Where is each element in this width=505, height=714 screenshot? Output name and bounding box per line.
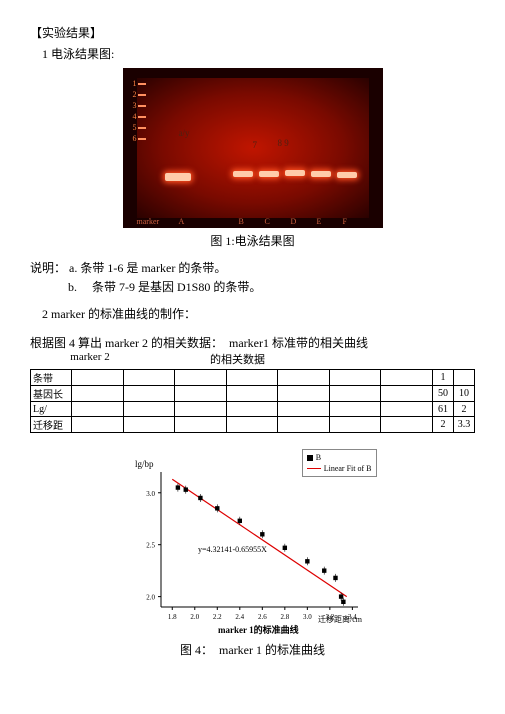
chart-legend: B Linear Fit of B: [302, 449, 377, 477]
legend-fit: Linear Fit of B: [324, 463, 372, 474]
cell: 10: [454, 386, 475, 402]
svg-text:2.0: 2.0: [146, 594, 155, 602]
annot-7: 7: [253, 140, 258, 150]
section-header: 【实验结果】: [30, 24, 475, 41]
item-1: 1 电泳结果图:: [42, 45, 475, 62]
note-a: a. 条带 1-6 是 marker 的条带。: [69, 261, 226, 275]
band-c: [233, 171, 253, 177]
band-a: [165, 173, 191, 181]
cell: 3.3: [454, 417, 475, 433]
lane-b: B: [239, 217, 244, 226]
svg-text:2.2: 2.2: [212, 613, 221, 621]
svg-text:2.5: 2.5: [146, 542, 155, 550]
svg-text:2.4: 2.4: [235, 613, 244, 621]
cell: 61: [433, 402, 454, 417]
legend-b: B: [316, 452, 321, 463]
table-row: 条带 1: [31, 370, 475, 386]
row-label-1: 条带: [31, 370, 72, 386]
th-data: 的相关数据: [210, 351, 265, 367]
svg-text:2.0: 2.0: [190, 613, 199, 621]
legend-marker-icon: [307, 455, 313, 461]
ladder-2: 2: [133, 91, 146, 99]
x-axis-label: 迁移距离/cm: [318, 614, 363, 624]
band-e: [285, 170, 305, 176]
fig4-caption: 图 4： marker 1 的标准曲线: [30, 641, 475, 658]
svg-text:3.0: 3.0: [302, 613, 311, 621]
lane-d: D: [291, 217, 297, 226]
table-intro: 根据图 4 算出 marker 2 的相关数据： marker1 标准带的相关曲…: [30, 334, 475, 351]
table-row: Lg/ 61 2: [31, 402, 475, 417]
table-subheader: marker 2 的相关数据: [30, 351, 475, 367]
svg-text:1.8: 1.8: [167, 613, 176, 621]
svg-text:2.6: 2.6: [257, 613, 266, 621]
standard-curve-chart: B Linear Fit of B lg/bp 1.8 2.0 2.2 2.4 2.6 2…: [123, 447, 383, 637]
svg-text:2.8: 2.8: [280, 613, 289, 621]
table-row: 迁移距 2 3.3: [31, 417, 475, 433]
th-marker2: marker 2: [30, 351, 150, 367]
cell: 2: [433, 417, 454, 433]
fig1-caption: 图 1:电泳结果图: [30, 232, 475, 249]
legend-line-icon: [307, 468, 321, 469]
lane-marker: marker: [137, 217, 160, 226]
svg-text:3.0: 3.0: [146, 490, 155, 498]
cell: [454, 370, 475, 386]
ladder-1: 1: [133, 80, 146, 88]
band-f: [311, 171, 331, 177]
notes-intro: 说明：: [30, 261, 66, 275]
data-table: 条带 1 基因长 50 10 Lg/ 61 2 迁移距 2 3.3: [30, 369, 475, 433]
lane-e: E: [317, 217, 322, 226]
item-2: 2 marker 的标准曲线的制作：: [42, 305, 475, 322]
cell: 1: [433, 370, 454, 386]
row-label-4: 迁移距: [31, 417, 72, 433]
band-g: [337, 172, 357, 178]
ladder-labels: 1 2 3 4 5 6: [133, 80, 146, 143]
row-label-3: Lg/: [31, 402, 72, 417]
equation-text: y=4.32141-0.65955X: [198, 545, 267, 554]
ladder-5: 5: [133, 124, 146, 132]
lane-a: A: [179, 217, 185, 226]
lane-c: C: [265, 217, 270, 226]
notes-block: 说明： a. 条带 1-6 是 marker 的条带。 b. 条带 7-9 是基…: [30, 259, 475, 295]
cell: 50: [433, 386, 454, 402]
chart-title: marker 1的标准曲线: [218, 624, 299, 635]
y-axis-label: lg/bp: [135, 459, 154, 469]
table-row: 基因长 50 10: [31, 386, 475, 402]
annot-89: 8 9: [278, 138, 289, 148]
annot-a: a/y: [179, 128, 190, 138]
lane-f: F: [343, 217, 347, 226]
ladder-4: 4: [133, 113, 146, 121]
cell: 2: [454, 402, 475, 417]
row-label-2: 基因长: [31, 386, 72, 402]
band-d: [259, 171, 279, 177]
ladder-3: 3: [133, 102, 146, 110]
note-b: b. 条带 7-9 是基因 D1S80 的条带。: [68, 278, 475, 295]
gel-image: 1 2 3 4 5 6 a/y 7 8 9 marker A B C D E F: [123, 68, 383, 228]
ladder-6: 6: [133, 135, 146, 143]
